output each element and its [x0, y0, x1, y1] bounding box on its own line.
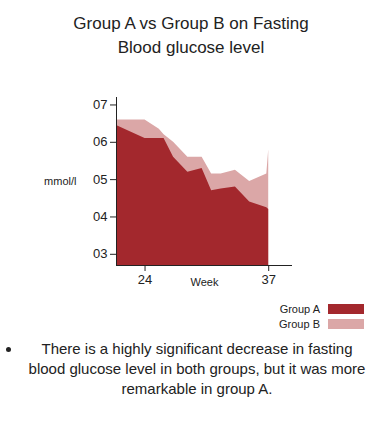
- html-text:Group B: Group B: [279, 318, 320, 330]
- svg-text:07: 07: [93, 97, 107, 112]
- svg-text:24: 24: [138, 272, 152, 287]
- svg-text:mmol/l: mmol/l: [44, 175, 76, 187]
- svg-text:06: 06: [93, 134, 107, 149]
- svg-text:03: 03: [93, 246, 107, 261]
- html-text:Group A vs Group B on Fasting: Group A vs Group B on Fasting Blood gluc…: [73, 14, 309, 57]
- svg-text:Week: Week: [191, 276, 219, 288]
- html-text:There is a highly significant: There is a highly significant decrease i…: [28, 340, 366, 397]
- svg-text:37: 37: [261, 272, 275, 287]
- html-text:Group A: Group A: [279, 303, 320, 315]
- svg-text:05: 05: [93, 172, 107, 187]
- svg-text:04: 04: [93, 209, 107, 224]
